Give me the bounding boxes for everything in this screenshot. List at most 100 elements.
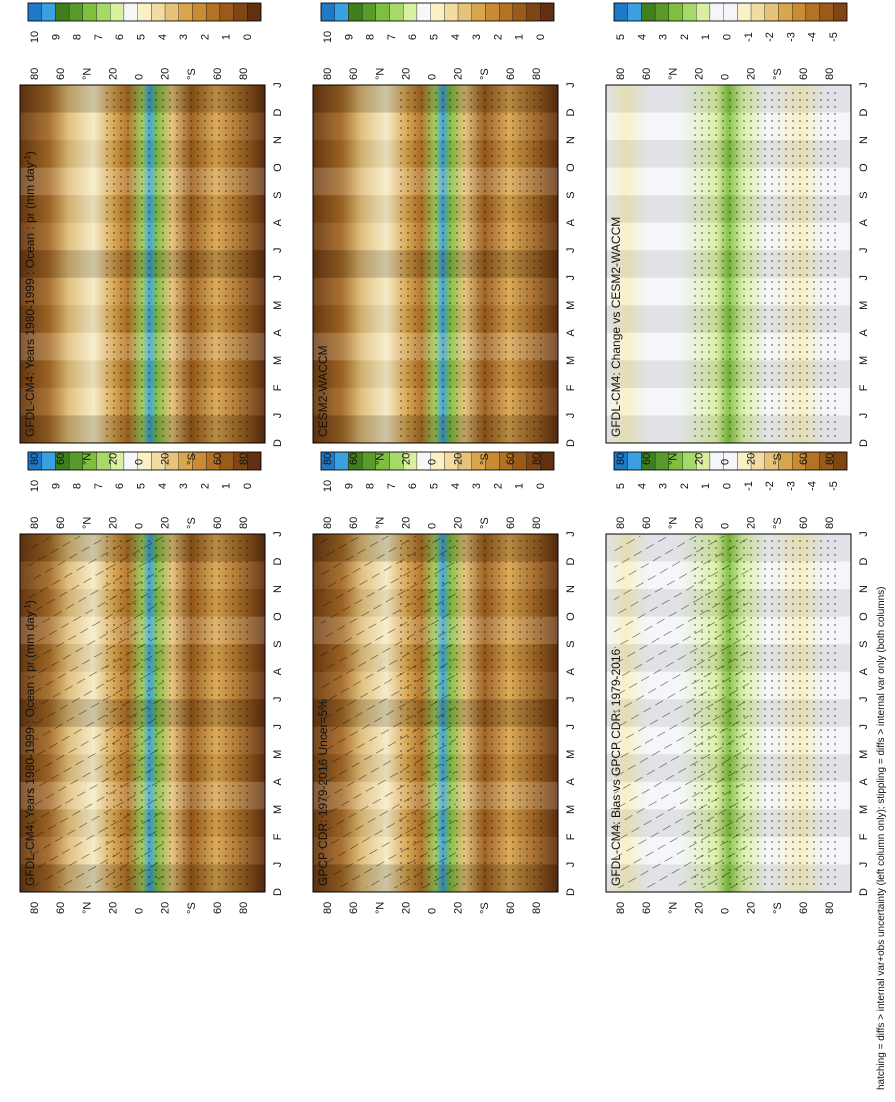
lat-tick-label: °S (479, 902, 491, 914)
colorbar-frame (27, 2, 262, 22)
panel-title: GPCP CDR: 1979-2016 Uncer=5% (316, 699, 330, 886)
colorbar-label: 8 (72, 34, 84, 40)
colorbar-swatch (151, 2, 166, 22)
month-tick-label: J (565, 247, 577, 253)
month-tick-label: J (565, 696, 577, 702)
lat-tick-label: °N (667, 902, 679, 914)
lat-tick-label: 60 (505, 902, 517, 914)
month-tick-label: F (858, 384, 870, 391)
panel-title-sup: -1 (23, 155, 32, 163)
month-tick-label: J (858, 862, 870, 868)
month-tick-label: A (858, 667, 870, 675)
lat-tick-label: 60 (55, 902, 67, 914)
month-tick-label: O (565, 612, 577, 621)
month-tick-label: J (565, 724, 577, 730)
colorbar-label: 8 (365, 34, 377, 40)
colorbar-label: 2 (679, 34, 691, 40)
colorbar-swatch (375, 2, 390, 22)
colorbar-label: 9 (50, 483, 62, 489)
panel-obs-lat-time-2: 80806060°N°N2020002020°S°S60608080DJFMAM… (312, 451, 577, 914)
lat-tick-label: 80 (238, 517, 250, 529)
colorbar-label: 0 (722, 34, 734, 40)
month-tick-label: F (272, 833, 284, 840)
month-tick-label: D (272, 439, 284, 447)
colorbar-swatch (668, 2, 683, 22)
lat-tick-label: 60 (55, 517, 67, 529)
colorbar-swatch (137, 2, 152, 22)
colorbar-swatch (641, 2, 656, 22)
colorbar-label: 5 (615, 483, 627, 489)
lat-tick-label: 60 (505, 453, 517, 465)
month-tick-label: A (565, 218, 577, 226)
panel-model-lat-time-0: 80806060°N°N2020002020°S°S60608080DJFMAM… (19, 451, 284, 914)
colorbar-swatch (696, 2, 711, 22)
month-tick-label: M (858, 356, 870, 365)
colorbar-label: 2 (492, 483, 504, 489)
colorbar-label: 7 (386, 34, 398, 40)
colorbar-label: 4 (636, 483, 648, 489)
colorbar-label: 2 (679, 483, 691, 489)
lat-tick-label: 20 (693, 453, 705, 465)
month-tick-label: D (565, 558, 577, 566)
stippling-overlay (105, 536, 253, 888)
lat-tick-label: 0 (427, 74, 439, 80)
lat-tick-label: 60 (212, 453, 224, 465)
lat-tick-label: 0 (720, 523, 732, 529)
colorbar-swatch (123, 2, 138, 22)
colorbar-swatch (41, 451, 56, 471)
colorbar-swatch (499, 2, 514, 22)
lat-tick-label: 80 (238, 68, 250, 80)
month-tick-label: J (272, 275, 284, 281)
lat-tick-label: 80 (615, 902, 627, 914)
colorbar-label: -4 (807, 32, 819, 42)
month-tick-label: J (272, 247, 284, 253)
colorbar-swatch (750, 2, 765, 22)
lat-tick-label: °N (374, 902, 386, 914)
panel-title: GFDL-CM4: Years 1980-1999 : Ocean : pr (… (23, 600, 38, 886)
colorbar-swatch (471, 2, 486, 22)
colorbar-swatch (416, 2, 431, 22)
colorbar-swatch (613, 2, 628, 22)
colorbar-label: 8 (365, 483, 377, 489)
lat-tick-label: 60 (212, 517, 224, 529)
lat-tick-label: 80 (531, 68, 543, 80)
colorbar-label: -4 (807, 481, 819, 491)
lat-tick-label: 80 (238, 453, 250, 465)
colorbar-swatch (320, 2, 335, 22)
colorbar-swatch (389, 2, 404, 22)
month-tick-label: O (858, 163, 870, 172)
month-tick-label: N (858, 585, 870, 593)
lat-tick-label: 80 (322, 902, 334, 914)
colorbar-swatch (27, 2, 42, 22)
colorbar-swatch (485, 2, 500, 22)
lat-tick-label: °S (772, 453, 784, 465)
panel-title-end: ) (23, 151, 37, 155)
month-tick-label: D (858, 558, 870, 566)
panel-title-end: ) (23, 600, 37, 604)
month-tick-label: J (565, 531, 577, 537)
month-tick-label: J (272, 82, 284, 88)
lat-tick-label: 20 (453, 68, 465, 80)
colorbar-label: 2 (492, 34, 504, 40)
month-tick-label: O (858, 612, 870, 621)
colorbar-label: 0 (242, 483, 254, 489)
lat-tick-label: 20 (453, 453, 465, 465)
lat-tick-label: 80 (824, 453, 836, 465)
month-tick-label: D (272, 109, 284, 117)
colorbar-swatch (247, 2, 262, 22)
lat-tick-label: 0 (134, 74, 146, 80)
lat-tick-label: 80 (615, 453, 627, 465)
month-tick-label: S (565, 640, 577, 647)
lat-tick-label: 20 (746, 902, 758, 914)
colorbar-label: 6 (407, 34, 419, 40)
month-tick-label: F (858, 833, 870, 840)
panel-title-sup: -1 (23, 604, 32, 612)
colorbar-label: 3 (658, 34, 670, 40)
lat-tick-label: 20 (107, 453, 119, 465)
lat-tick-label: °S (186, 517, 198, 529)
lat-tick-label: °N (374, 517, 386, 529)
colorbar-swatch (430, 2, 445, 22)
colorbar-label: -5 (828, 481, 840, 491)
month-tick-label: M (272, 750, 284, 759)
lat-tick-label: 0 (134, 523, 146, 529)
